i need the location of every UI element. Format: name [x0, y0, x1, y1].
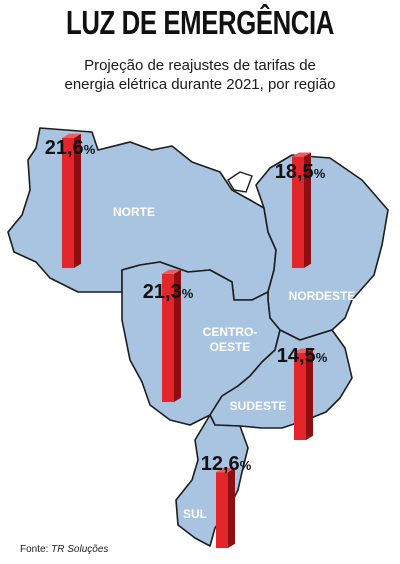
value-label-nordeste: 18,5% [275, 161, 326, 183]
bar-centro-oeste [162, 269, 181, 402]
region-label-sul-1: SUL [183, 507, 207, 521]
source-note: Fonte: TR Soluções [20, 544, 108, 555]
bar-sul [216, 467, 235, 548]
subtitle-line-2: energia elétrica durante 2021, por regiã… [64, 76, 336, 93]
value-label-centro-oeste: 21,3% [143, 281, 194, 303]
bar-top [294, 348, 313, 353]
region-shapes [7, 127, 389, 547]
bar-top [62, 133, 81, 138]
bar-side [304, 152, 311, 268]
value-label-norte: 21,6% [45, 137, 96, 159]
source-label: Fonte: [20, 544, 49, 555]
region-sudeste [209, 329, 353, 429]
bar-nordeste [292, 152, 311, 268]
bar-side [306, 348, 313, 440]
region-label-sudeste-1: SUDESTE [230, 399, 287, 413]
bar-side [228, 467, 235, 548]
region-label-centro-oeste-2: OESTE [210, 340, 251, 354]
value-label-sul: 12,6% [201, 453, 252, 475]
region-sul [175, 414, 249, 547]
bar-side [74, 133, 81, 268]
bar-side [174, 269, 181, 402]
value-labels: 21,6% 18,5% 21,3% 14,5% 12,6% [45, 137, 328, 475]
region-labels: NORTE NORDESTE CENTRO-OESTE SUDESTE SUL [113, 205, 355, 521]
value-label-sudeste: 14,5% [277, 345, 328, 367]
bar-front [294, 352, 306, 440]
bar-front [62, 138, 74, 268]
bar-front [292, 156, 304, 268]
bars [62, 133, 313, 548]
bar-front [216, 472, 228, 548]
source-name: TR Soluções [51, 544, 109, 555]
region-label-centro-oeste-1: CENTRO- [203, 325, 258, 339]
map-detail-lake [227, 171, 253, 193]
bar-top [216, 467, 235, 473]
bar-sudeste [294, 348, 313, 440]
chart-subtitle: Projeção de reajustes de tarifas de ener… [0, 56, 400, 94]
bar-front [162, 273, 174, 402]
bar-norte [62, 133, 81, 268]
region-label-norte-1: NORTE [113, 205, 155, 219]
subtitle-line-1: Projeção de reajustes de tarifas de [84, 57, 316, 74]
bar-top [162, 269, 181, 274]
bar-top [292, 152, 311, 157]
chart-title: LUZ DE EMERGÊNCIA [66, 4, 334, 41]
region-label-nordeste-1: NORDESTE [289, 289, 356, 303]
